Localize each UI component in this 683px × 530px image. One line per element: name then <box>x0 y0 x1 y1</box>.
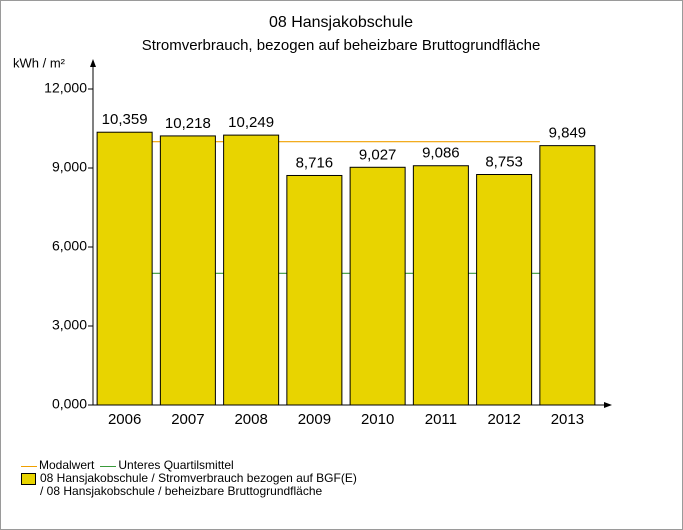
legend-row: Modalwert Unteres Quartilsmittel <box>21 459 357 472</box>
data-label: 9,849 <box>549 125 587 142</box>
x-tick-label: 2012 <box>487 411 520 428</box>
chart-subtitle: Stromverbrauch, bezogen auf beheizbare B… <box>142 37 541 54</box>
data-label: 9,086 <box>422 145 460 162</box>
x-tick-label: 2007 <box>171 411 204 428</box>
bar <box>223 134 280 406</box>
data-label: 8,753 <box>485 153 523 170</box>
y-tick-label: 12,000 <box>44 80 87 96</box>
chart-title: 08 Hansjakobschule <box>269 14 413 31</box>
legend: Modalwert Unteres Quartilsmittel 08 Hansja… <box>21 459 357 498</box>
y-tick-label: 3,000 <box>52 317 87 333</box>
data-label: 10,249 <box>228 114 274 131</box>
y-tick-label: 0,000 <box>52 396 87 412</box>
y-tick-label: 6,000 <box>52 238 87 254</box>
legend-swatch <box>100 466 117 467</box>
legend-text: Modalwert <box>39 458 95 472</box>
x-tick-label: 2011 <box>425 411 457 428</box>
bar <box>539 145 596 406</box>
y-tick-label: 9,000 <box>52 159 87 175</box>
legend-swatch <box>21 466 37 467</box>
x-tick-label: 2013 <box>551 411 584 428</box>
bar <box>286 174 343 406</box>
bar <box>159 135 216 406</box>
x-tick-label: 2010 <box>361 411 394 428</box>
bar <box>476 174 533 406</box>
x-axis-arrow <box>604 402 612 408</box>
y-axis-arrow <box>90 59 96 67</box>
x-tick-label: 2006 <box>108 411 141 428</box>
x-tick-label: 2009 <box>298 411 331 428</box>
bar <box>412 165 469 406</box>
data-label: 10,359 <box>102 111 148 128</box>
legend-text: Unteres Quartilsmittel <box>118 458 234 472</box>
legend-text: 08 Hansjakobschule / Stromverbrauch bezo… <box>40 471 357 498</box>
legend-swatch <box>21 473 36 485</box>
bar <box>96 131 153 406</box>
chart: 08 Hansjakobschule Stromverbrauch, bezog… <box>13 14 612 428</box>
data-label: 10,218 <box>165 115 211 132</box>
x-tick-label: 2008 <box>234 411 267 428</box>
y-axis-label: kWh / m² <box>13 55 66 70</box>
bar <box>349 166 406 406</box>
legend-row: 08 Hansjakobschule / Stromverbrauch bezo… <box>21 472 357 498</box>
data-label: 8,716 <box>296 154 334 171</box>
data-label: 9,027 <box>359 146 397 163</box>
